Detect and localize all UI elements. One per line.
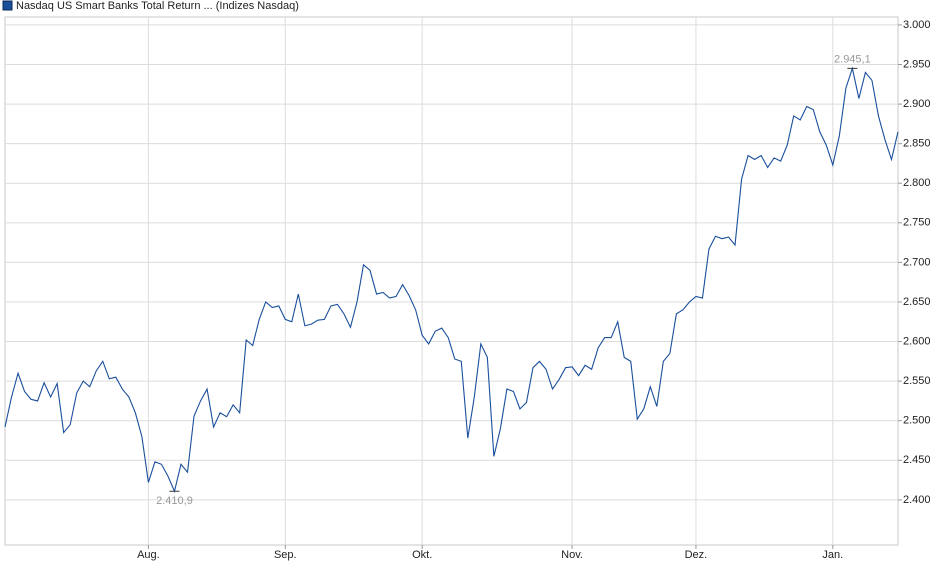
legend-swatch (2, 0, 13, 11)
y-tick-label: 2.550 (903, 375, 931, 387)
y-tick-label: 2.700 (903, 256, 931, 268)
y-tick-label: 2.600 (903, 335, 931, 347)
y-tick-label: 2.800 (903, 177, 931, 189)
y-tick-label: 2.900 (903, 98, 931, 110)
y-tick-label: 2.950 (903, 58, 931, 70)
y-tick-label: 2.450 (903, 454, 931, 466)
y-tick-label: 2.750 (903, 217, 931, 229)
annotation-label: 2.945,1 (834, 53, 871, 65)
x-tick-label: Okt. (412, 549, 432, 561)
y-tick-label: 2.850 (903, 138, 931, 150)
y-tick-label: 2.400 (903, 494, 931, 506)
annotation-label: 2.410,9 (156, 495, 193, 507)
x-tick-label: Dez. (685, 549, 708, 561)
chart-title: Nasdaq US Smart Banks Total Return ... (… (16, 0, 299, 12)
y-tick-label: 3.000 (903, 19, 931, 31)
y-tick-label: 2.650 (903, 296, 931, 308)
line-series (4, 66, 899, 493)
x-tick-label: Nov. (561, 549, 583, 561)
y-tick-label: 2.500 (903, 415, 931, 427)
x-tick-label: Aug. (137, 549, 160, 561)
plot-frame (4, 16, 899, 546)
x-tick-label: Jan. (822, 549, 843, 561)
x-tick-label: Sep. (274, 549, 297, 561)
